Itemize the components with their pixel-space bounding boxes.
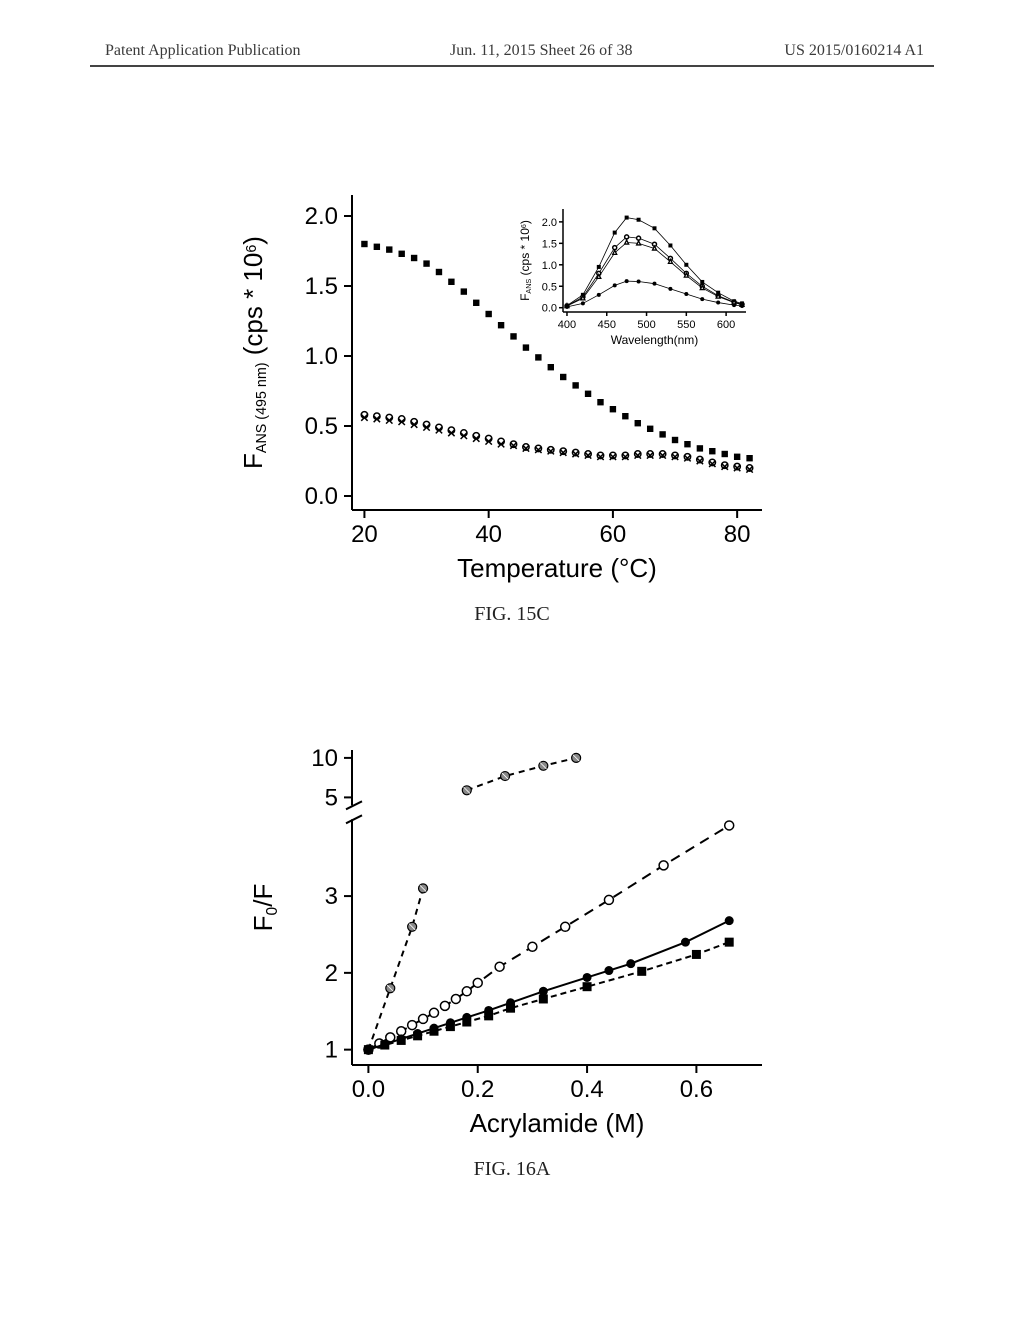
chart-15c-svg: 20 40 60 80 0.0 0.5 1.0 1.5 2.0 Temperature (°C) F…: [232, 175, 792, 595]
svg-text:1.5: 1.5: [305, 273, 338, 300]
svg-text:0.6: 0.6: [680, 1076, 713, 1103]
svg-text:2.0: 2.0: [542, 217, 557, 229]
header-left: Patent Application Publication: [105, 42, 301, 60]
svg-text:5: 5: [325, 784, 338, 811]
svg-text:20: 20: [351, 521, 378, 548]
svg-text:1.0: 1.0: [542, 260, 557, 272]
svg-text:1.0: 1.0: [305, 343, 338, 370]
svg-text:F0/F: F0/F: [248, 884, 281, 932]
figure-16a: 0.0 0.2 0.4 0.6 1 2 3 5 10 Acrylamide (M) F0/F FIG…: [0, 730, 1024, 1210]
svg-text:FANS (495 nm) (cps * 106): FANS (495 nm) (cps * 106): [238, 236, 270, 469]
svg-text:Acrylamide (M): Acrylamide (M): [470, 1108, 645, 1138]
svg-text:40: 40: [475, 521, 502, 548]
svg-text:FANS (cps * 106): FANS (cps * 106): [518, 220, 533, 301]
chart-16a-svg: 0.0 0.2 0.4 0.6 1 2 3 5 10 Acrylamide (M) F0/F: [232, 730, 792, 1150]
svg-text:Wavelength(nm): Wavelength(nm): [611, 333, 699, 347]
svg-text:0.2: 0.2: [461, 1076, 494, 1103]
figure-15c: 20 40 60 80 0.0 0.5 1.0 1.5 2.0 Temperature (°C) F…: [0, 175, 1024, 655]
svg-text:600: 600: [717, 319, 735, 331]
svg-text:500: 500: [637, 319, 655, 331]
caption-15c: FIG. 15C: [0, 603, 1024, 626]
caption-16a: FIG. 16A: [0, 1158, 1024, 1181]
svg-text:550: 550: [677, 319, 695, 331]
chart-15c-container: 20 40 60 80 0.0 0.5 1.0 1.5 2.0 Temperature (°C) F…: [232, 175, 792, 595]
svg-text:10: 10: [311, 745, 338, 772]
chart-16a-container: 0.0 0.2 0.4 0.6 1 2 3 5 10 Acrylamide (M) F0/F: [232, 730, 792, 1150]
svg-text:400: 400: [558, 319, 576, 331]
svg-text:0.0: 0.0: [542, 303, 557, 315]
header-center: Jun. 11, 2015 Sheet 26 of 38: [450, 42, 633, 60]
svg-text:Temperature (°C): Temperature (°C): [457, 553, 657, 583]
svg-text:80: 80: [724, 521, 751, 548]
svg-text:0.5: 0.5: [542, 281, 557, 293]
svg-text:1: 1: [325, 1037, 338, 1064]
header-rule: [90, 65, 934, 67]
svg-text:0.4: 0.4: [570, 1076, 603, 1103]
svg-text:2.0: 2.0: [305, 203, 338, 230]
svg-text:0.0: 0.0: [305, 483, 338, 510]
svg-text:60: 60: [600, 521, 627, 548]
svg-text:450: 450: [598, 319, 616, 331]
svg-text:0.5: 0.5: [305, 413, 338, 440]
svg-text:3: 3: [325, 883, 338, 910]
svg-text:2: 2: [325, 960, 338, 987]
svg-text:0.0: 0.0: [352, 1076, 385, 1103]
header-right: US 2015/0160214 A1: [784, 42, 924, 60]
svg-text:1.5: 1.5: [542, 238, 557, 250]
